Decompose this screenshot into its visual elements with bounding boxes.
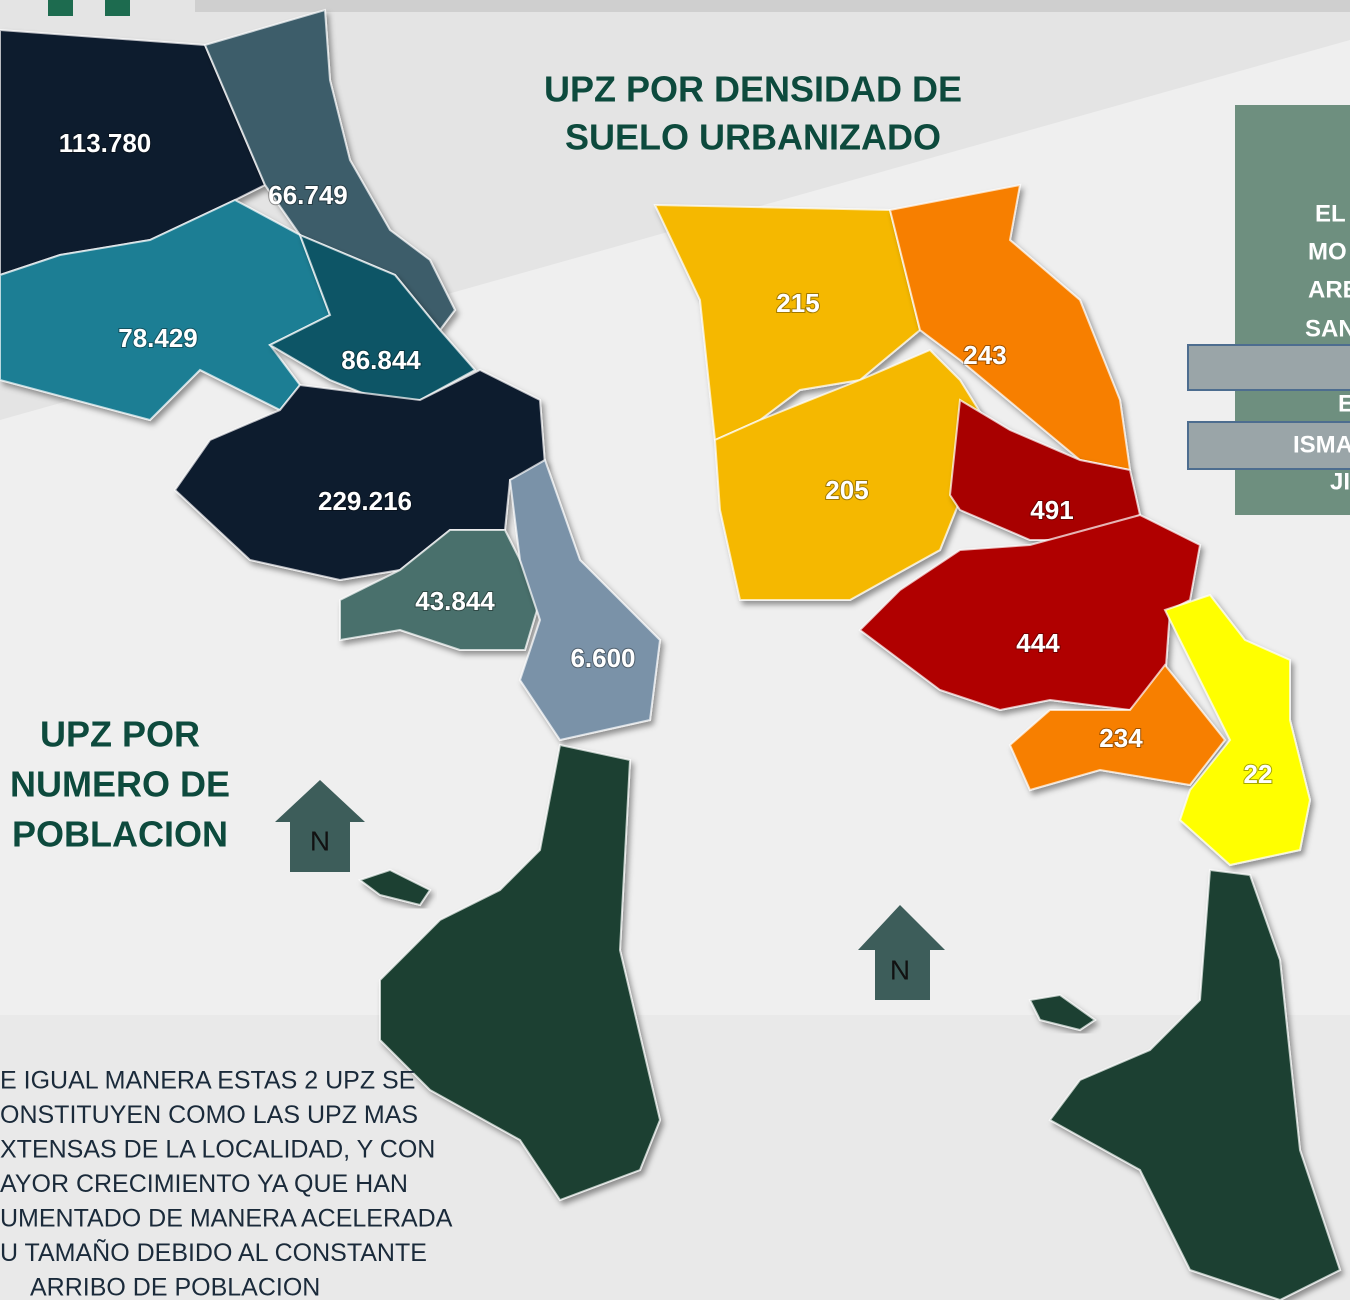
- north-label: N: [890, 954, 910, 985]
- region-label: 22: [1244, 759, 1273, 789]
- region-label: 215: [776, 288, 819, 318]
- region-label: 234: [1099, 723, 1143, 753]
- logo-block: [48, 0, 73, 16]
- map-title: SUELO URBANIZADO: [565, 117, 941, 158]
- map-region: [1008, 663, 1227, 792]
- north-label: N: [310, 825, 330, 856]
- side-bar: [1187, 421, 1350, 470]
- region-label: 243: [963, 340, 1006, 370]
- panel-text: SAN: [1305, 315, 1350, 342]
- region-label: 66.749: [268, 180, 348, 210]
- map-title: UPZ POR: [40, 714, 200, 755]
- note-text: U TAMAÑO DEBIDO AL CONSTANTE: [0, 1238, 427, 1267]
- map-region: [1048, 868, 1342, 1302]
- region-label: 86.844: [341, 345, 421, 375]
- map-region: [357, 868, 432, 907]
- note-text: ARRIBO DE POBLACION: [30, 1274, 320, 1300]
- region-label: 205: [825, 475, 868, 505]
- map-region: [1163, 593, 1312, 867]
- side-bar: [1187, 344, 1350, 391]
- note-text: UMENTADO DE MANERA ACELERADA: [0, 1205, 453, 1233]
- map-region: [888, 183, 1132, 472]
- map-title: POBLACION: [12, 814, 228, 855]
- note-text: ONSTITUYEN COMO LAS UPZ MAS: [0, 1101, 418, 1129]
- panel-text: E: [1338, 390, 1350, 417]
- map-region: [379, 743, 662, 1202]
- region-label: 113.780: [59, 128, 152, 158]
- map-title: NUMERO DE: [10, 764, 230, 805]
- top-bar: [195, 0, 1350, 12]
- region-label: 43.844: [415, 586, 495, 616]
- panel-text: MO: [1308, 238, 1347, 265]
- region-label: 444: [1016, 628, 1060, 658]
- map-region: [1028, 993, 1097, 1032]
- panel-text: ISMA: [1293, 431, 1350, 458]
- region-label: 78.429: [118, 323, 198, 353]
- panel-text: ARE: [1308, 276, 1350, 303]
- north-arrow: [275, 780, 365, 872]
- map-region: [339, 529, 542, 651]
- panel-text: EL: [1315, 200, 1346, 227]
- map-region: [203, 8, 457, 332]
- logo-block: [105, 0, 130, 16]
- note-text: E IGUAL MANERA ESTAS 2 UPZ SE: [0, 1067, 415, 1095]
- north-arrow: [858, 905, 945, 1000]
- region-label: 6.600: [570, 643, 635, 673]
- region-label: 229.216: [318, 486, 412, 516]
- note-text: XTENSAS DE LA LOCALIDAD, Y CON: [0, 1136, 435, 1164]
- panel-text: JI: [1330, 468, 1350, 495]
- note-text: AYOR CRECIMIENTO YA QUE HAN: [0, 1170, 408, 1198]
- region-label: 491: [1030, 495, 1073, 525]
- map-title: UPZ POR DENSIDAD DE: [544, 69, 962, 110]
- map-region: [508, 458, 662, 742]
